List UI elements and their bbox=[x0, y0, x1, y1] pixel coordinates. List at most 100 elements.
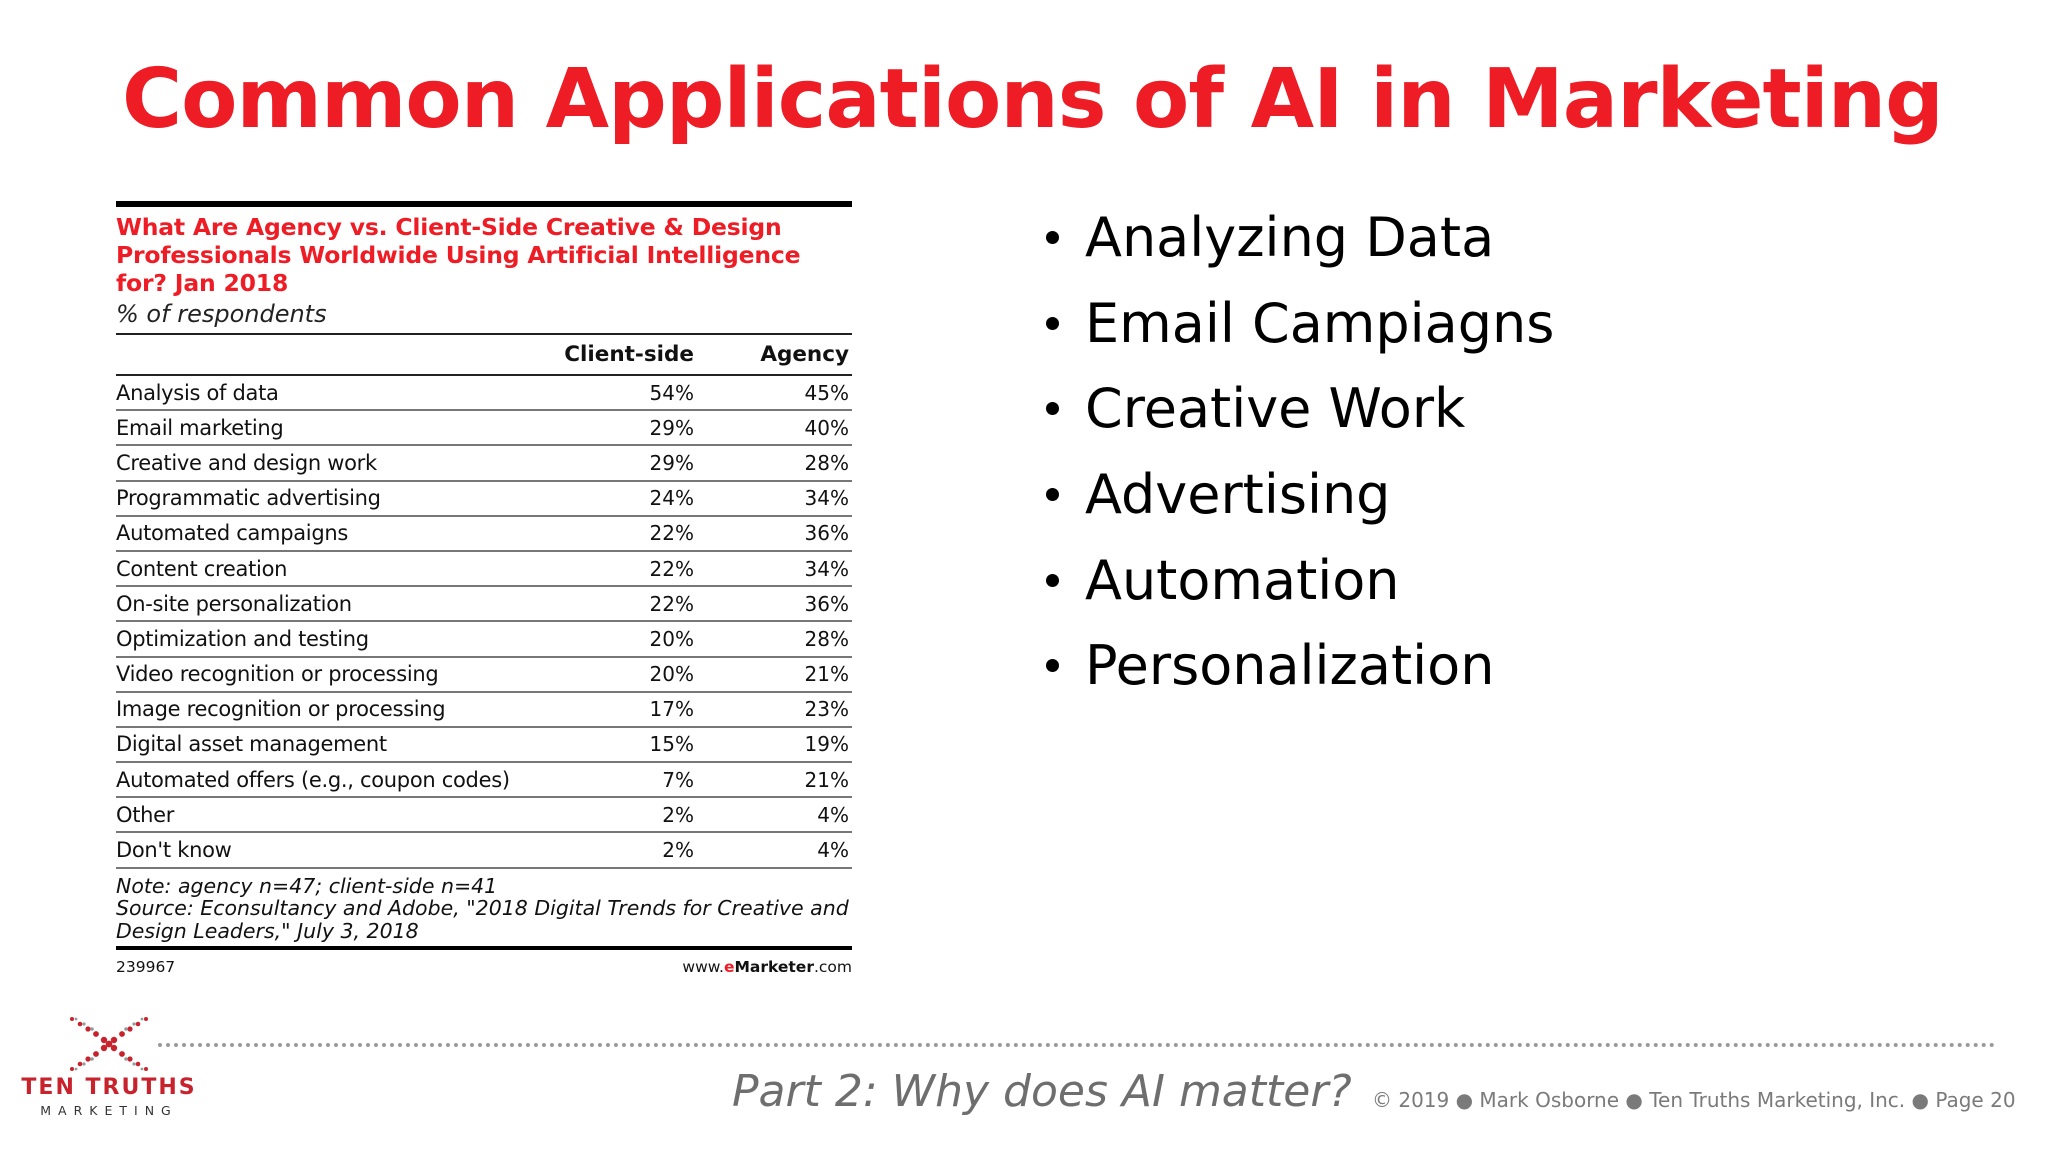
row-label: Don't know bbox=[116, 838, 232, 863]
table-row: Analysis of data 54% 45% bbox=[116, 376, 852, 412]
row-agency-value: 4% bbox=[817, 838, 849, 863]
table-top-rule bbox=[116, 201, 852, 207]
table-footer: 239967 www.eMarketer.com bbox=[116, 958, 852, 976]
row-label: Optimization and testing bbox=[116, 626, 369, 651]
table-row: Creative and design work 29% 28% bbox=[116, 446, 852, 482]
copyright-line: © 2019 ● Mark Osborne ● Ten Truths Marke… bbox=[1372, 1088, 2016, 1112]
row-label: Other bbox=[116, 802, 175, 827]
row-client-value: 2% bbox=[662, 802, 694, 827]
row-agency-value: 28% bbox=[804, 450, 849, 475]
bullet-text: Email Campiagns bbox=[1085, 291, 1555, 355]
row-client-value: 7% bbox=[662, 767, 694, 792]
row-client-value: 20% bbox=[649, 626, 694, 651]
table-row: Optimization and testing 20% 28% bbox=[116, 622, 852, 658]
row-label: Programmatic advertising bbox=[116, 486, 381, 511]
table-row: Image recognition or processing 17% 23% bbox=[116, 693, 852, 728]
slide-title: Common Applications of AI in Marketing bbox=[122, 52, 1944, 147]
row-client-value: 17% bbox=[649, 697, 694, 722]
row-client-value: 22% bbox=[649, 521, 694, 546]
table-row: Other 2% 4% bbox=[116, 798, 852, 834]
bullet-dot-icon bbox=[1046, 573, 1059, 587]
row-client-value: 24% bbox=[649, 486, 694, 511]
source-site-prefix: www. bbox=[682, 958, 724, 977]
bullet-item: Personalization bbox=[1040, 623, 1554, 709]
row-agency-value: 21% bbox=[804, 767, 849, 792]
table-header-row: Client-side Agency bbox=[116, 333, 852, 376]
row-label: Automated campaigns bbox=[116, 521, 349, 546]
bullet-text: Advertising bbox=[1085, 463, 1391, 527]
table-title: What Are Agency vs. Client-Side Creative… bbox=[116, 213, 852, 297]
x-mark-icon bbox=[70, 1017, 148, 1071]
row-client-value: 22% bbox=[649, 556, 694, 581]
row-agency-value: 40% bbox=[804, 415, 849, 440]
bullet-text: Personalization bbox=[1085, 634, 1495, 698]
logo-subtitle: MARKETING bbox=[40, 1103, 178, 1118]
source-site-suffix: .com bbox=[813, 958, 852, 977]
row-agency-value: 4% bbox=[817, 802, 849, 827]
bullet-text: Creative Work bbox=[1085, 377, 1466, 441]
row-agency-value: 28% bbox=[804, 626, 849, 651]
bullet-dot-icon bbox=[1046, 488, 1059, 502]
row-agency-value: 36% bbox=[804, 591, 849, 616]
bullet-text: Automation bbox=[1085, 548, 1400, 612]
part-label: Part 2: Why does AI matter? bbox=[732, 1066, 1352, 1117]
row-client-value: 29% bbox=[649, 450, 694, 475]
row-client-value: 15% bbox=[649, 732, 694, 757]
note-line: Note: agency n=47; client-side n=41 bbox=[116, 873, 498, 898]
row-label: Creative and design work bbox=[116, 450, 377, 475]
table-title-line: Professionals Worldwide Using Artificial… bbox=[116, 241, 801, 269]
row-agency-value: 36% bbox=[804, 521, 849, 546]
ten-truths-logo: TEN TRUTHS MARKETING bbox=[18, 1015, 200, 1118]
row-label: Image recognition or processing bbox=[116, 697, 446, 722]
row-agency-value: 21% bbox=[804, 662, 849, 687]
row-client-value: 2% bbox=[662, 838, 694, 863]
bullet-list: Analyzing Data Email Campiagns Creative Wo… bbox=[1040, 195, 1554, 709]
bullet-item: Automation bbox=[1040, 537, 1554, 623]
table-row: Automated offers (e.g., coupon codes) 7% 2… bbox=[116, 763, 852, 799]
table-row: Automated campaigns 22% 36% bbox=[116, 517, 852, 552]
row-client-value: 54% bbox=[649, 380, 694, 405]
column-header-client-side: Client-side bbox=[564, 342, 694, 367]
table-row: On-site personalization 22% 36% bbox=[116, 587, 852, 623]
table-subtitle: % of respondents bbox=[116, 300, 327, 328]
table-row: Don't know 2% 4% bbox=[116, 833, 852, 869]
row-label: On-site personalization bbox=[116, 591, 352, 616]
footer-divider bbox=[158, 1043, 1996, 1047]
row-client-value: 20% bbox=[649, 662, 694, 687]
logo-name: TEN TRUTHS bbox=[21, 1075, 197, 1100]
bullet-item: Analyzing Data bbox=[1040, 195, 1554, 281]
table-title-line: What Are Agency vs. Client-Side Creative… bbox=[116, 213, 782, 241]
row-agency-value: 19% bbox=[804, 732, 849, 757]
row-agency-value: 23% bbox=[804, 697, 849, 722]
table-row: Email marketing 29% 40% bbox=[116, 411, 852, 447]
row-label: Content creation bbox=[116, 556, 288, 581]
bullet-dot-icon bbox=[1046, 231, 1059, 245]
table-row: Video recognition or processing 20% 21% bbox=[116, 658, 852, 693]
chart-id: 239967 bbox=[116, 958, 176, 977]
source-site-brand: Marketer bbox=[734, 958, 814, 977]
table-row: Programmatic advertising 24% 34% bbox=[116, 482, 852, 517]
bullet-item: Creative Work bbox=[1040, 366, 1554, 452]
bullet-dot-icon bbox=[1046, 659, 1059, 673]
table-note: Note: agency n=47; client-side n=41 Sour… bbox=[116, 869, 852, 951]
table-row: Content creation 22% 34% bbox=[116, 552, 852, 588]
row-agency-value: 34% bbox=[804, 556, 849, 581]
emarketer-table: What Are Agency vs. Client-Side Creative… bbox=[116, 201, 852, 976]
bullet-item: Advertising bbox=[1040, 452, 1554, 538]
bullet-dot-icon bbox=[1046, 316, 1059, 330]
source-site-brand-e: e bbox=[723, 958, 735, 977]
table-row: Digital asset management 15% 19% bbox=[116, 728, 852, 764]
table-title-line: for? Jan 2018 bbox=[116, 269, 289, 297]
table-body: Analysis of data 54% 45% Email marketing 29%… bbox=[116, 376, 852, 869]
row-client-value: 29% bbox=[649, 415, 694, 440]
row-agency-value: 45% bbox=[804, 380, 849, 405]
row-client-value: 22% bbox=[649, 591, 694, 616]
row-label: Automated offers (e.g., coupon codes) bbox=[116, 767, 510, 792]
row-label: Video recognition or processing bbox=[116, 662, 439, 687]
row-label: Analysis of data bbox=[116, 380, 279, 405]
source-site-link[interactable]: www.eMarketer.com bbox=[682, 958, 852, 976]
source-line: Source: Econsultancy and Adobe, "2018 Di… bbox=[116, 896, 849, 921]
source-line: Design Leaders," July 3, 2018 bbox=[116, 918, 419, 943]
row-label: Email marketing bbox=[116, 415, 284, 440]
bullet-text: Analyzing Data bbox=[1085, 206, 1495, 270]
